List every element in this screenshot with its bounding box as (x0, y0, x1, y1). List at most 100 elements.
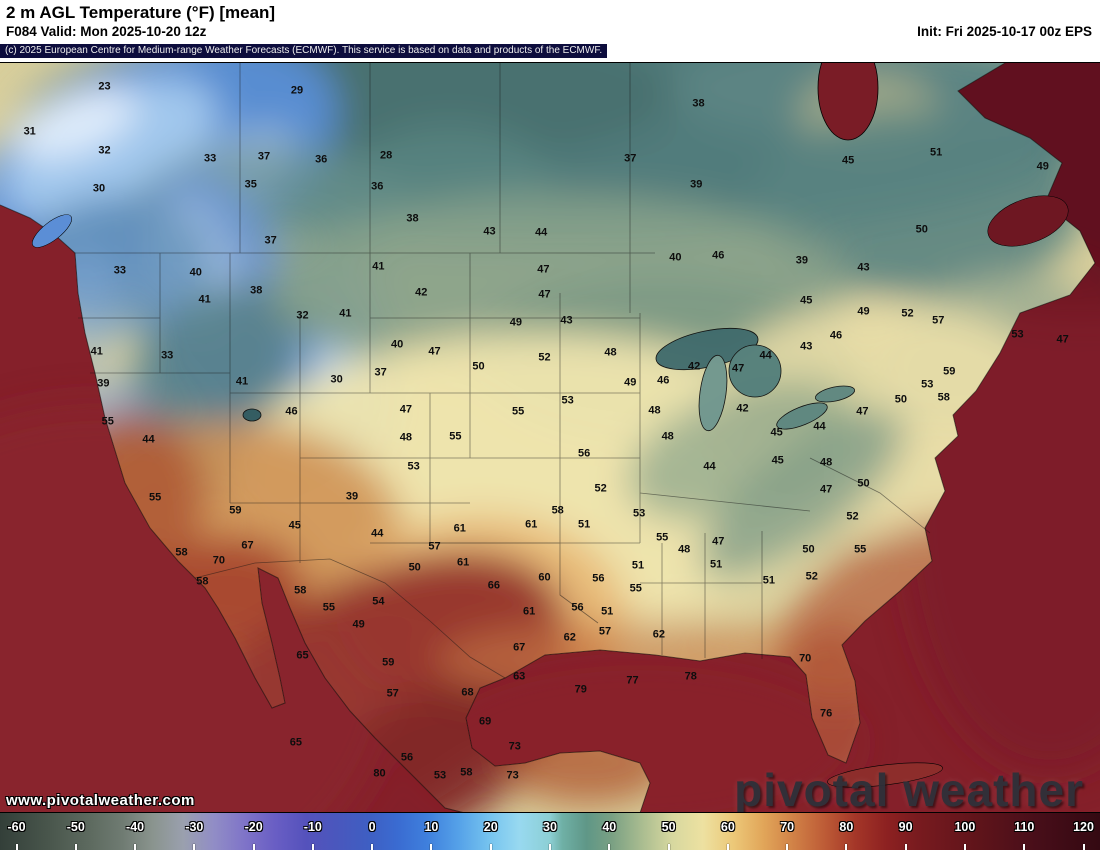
init-time-label: Init: Fri 2025-10-17 00z EPS (917, 24, 1092, 39)
colorbar-tickmark (15, 844, 18, 850)
temp-label: 49 (352, 618, 365, 631)
temp-label: 41 (90, 345, 103, 358)
colorbar-tickmark (726, 844, 729, 850)
temp-label: 55 (322, 601, 336, 614)
temp-label: 53 (433, 769, 447, 782)
colorbar-tick-label: 90 (898, 820, 913, 834)
colorbar-tickmark (371, 844, 374, 850)
temp-label: 29 (290, 84, 304, 97)
temp-label: 44 (703, 460, 716, 473)
temp-label: 50 (802, 543, 815, 556)
temp-label: 39 (795, 254, 809, 267)
temp-label: 44 (535, 226, 548, 239)
temp-label: 48 (819, 456, 833, 469)
temp-label: 51 (709, 558, 723, 571)
temp-label: 41 (339, 307, 352, 320)
temp-label: 41 (372, 260, 385, 273)
temp-label: 50 (472, 360, 485, 373)
temp-label: 58 (196, 575, 209, 588)
colorbar-tickmark (489, 844, 492, 850)
temp-label: 53 (921, 378, 934, 391)
temp-label: 52 (901, 307, 914, 320)
header: 2 m AGL Temperature (°F) [mean] F084 Val… (0, 0, 1100, 62)
temp-label: 50 (857, 477, 870, 490)
temp-label: 47 (399, 403, 413, 416)
temp-label: 62 (563, 631, 576, 644)
valid-time-label: F084 Valid: Mon 2025-10-20 12z (6, 24, 207, 39)
temp-label: 46 (285, 405, 298, 418)
temp-label: 56 (400, 751, 414, 764)
colorbar-tickmark (74, 844, 77, 850)
temp-label: 28 (379, 149, 393, 162)
temp-label: 49 (1036, 160, 1049, 173)
temp-label: 43 (857, 261, 870, 274)
temp-label: 51 (601, 605, 614, 618)
temp-label: 52 (538, 351, 551, 364)
temp-label: 70 (212, 554, 226, 567)
temp-label: 38 (250, 284, 263, 297)
temp-label: 51 (762, 574, 776, 587)
temp-label: 50 (408, 561, 421, 574)
temp-label: 59 (943, 365, 956, 378)
colorbar-tickmark (1082, 844, 1085, 850)
colorbar-tick-label: -30 (185, 820, 204, 834)
temp-label: 78 (684, 670, 697, 683)
temp-label: 55 (656, 531, 669, 544)
temp-label: 58 (294, 584, 307, 597)
colorbar-tick-label: 80 (839, 820, 854, 834)
vancouver-island (32, 214, 72, 248)
temp-label: 36 (315, 153, 328, 166)
temp-label: 33 (203, 152, 217, 165)
temp-label: 45 (770, 426, 783, 439)
temp-label: 48 (661, 430, 674, 443)
colorbar-tickmark (904, 844, 907, 850)
temp-label: 37 (257, 150, 271, 163)
temp-labels-layer: 23 29 38 31 32 33 37 36 28 37 45 51 49 30 35 36 39 38 43 44… (0, 63, 1100, 813)
temp-label: 50 (915, 223, 928, 236)
colorbar-tick-label: 120 (1073, 820, 1094, 834)
temp-label: 45 (288, 519, 301, 532)
temp-label: 40 (669, 251, 682, 264)
temp-label: 61 (522, 605, 536, 618)
temp-label: 47 (819, 483, 833, 496)
colorbar-tickmark (786, 844, 789, 850)
temp-label: 51 (631, 559, 645, 572)
temp-label: 47 (712, 535, 725, 548)
temp-label: 50 (894, 393, 908, 406)
colorbar-tickmark (963, 844, 966, 850)
colorbar-tick-label: -10 (303, 820, 322, 834)
temp-label: 68 (461, 686, 474, 699)
temp-label: 61 (525, 518, 538, 531)
temp-label: 47 (856, 405, 869, 418)
temp-label: 33 (161, 349, 174, 362)
temp-label: 45 (800, 294, 813, 307)
temp-label: 30 (330, 373, 343, 386)
hudson-bay (817, 63, 1069, 247)
temp-label: 32 (296, 309, 309, 322)
temp-label: 49 (624, 376, 637, 389)
temp-label: 40 (390, 338, 404, 351)
temperature-map: 23 29 38 31 32 33 37 36 28 37 45 51 49 30 35 36 39 38 43 44… (0, 62, 1100, 813)
temp-label: 47 (731, 362, 745, 375)
watermark-brand: pivotal weather (734, 764, 1084, 813)
colorbar-tickmark (311, 844, 314, 850)
temp-label: 48 (648, 404, 661, 417)
temp-label: 76 (819, 707, 833, 720)
temp-label: 46 (712, 249, 725, 262)
temp-label: 42 (415, 286, 428, 299)
colorbar-tick-label: 50 (661, 820, 676, 834)
temp-label: 80 (373, 767, 386, 780)
temp-label: 56 (577, 447, 591, 460)
temp-label: 32 (98, 144, 111, 157)
map-canvas (0, 63, 1100, 813)
colorbar-tick-label: 10 (424, 820, 439, 834)
temp-label: 53 (632, 507, 646, 520)
temp-label: 38 (692, 97, 705, 110)
temp-label: 35 (244, 178, 257, 191)
temp-label: 37 (624, 152, 637, 165)
temp-label: 65 (296, 649, 309, 662)
temp-label: 39 (97, 377, 110, 390)
temp-label: 69 (478, 715, 492, 728)
temp-label: 65 (289, 736, 303, 749)
temp-label: 37 (374, 366, 387, 379)
